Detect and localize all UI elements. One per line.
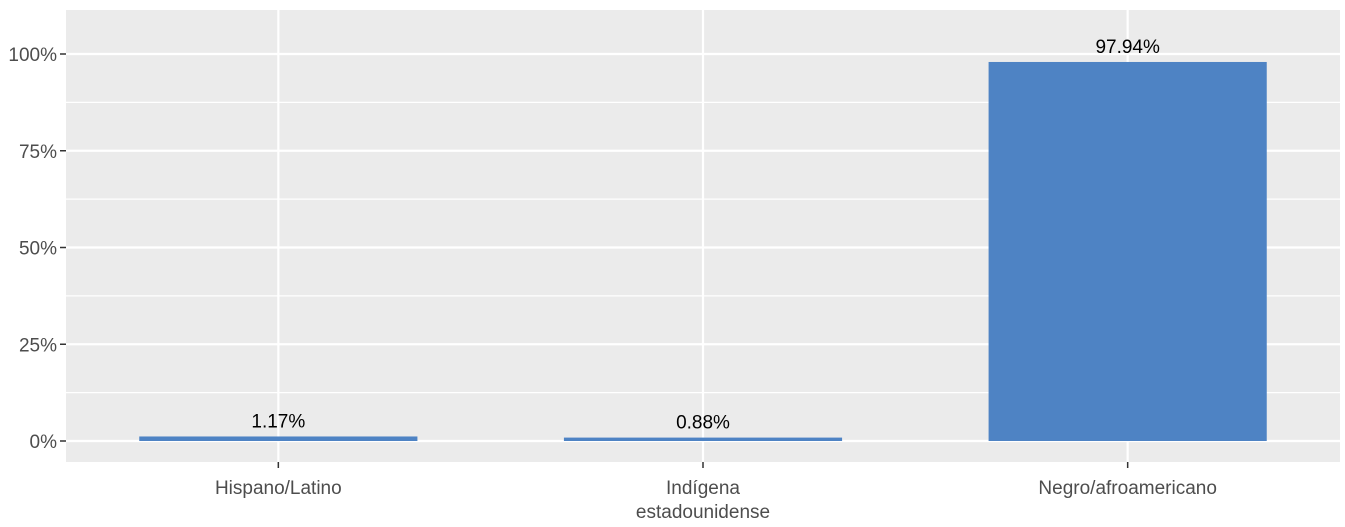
y-tick-label: 25% [19, 335, 57, 356]
y-tick-label: 100% [8, 45, 57, 66]
y-tick-label: 75% [19, 142, 57, 163]
x-tick-label-line: estadounidense [636, 502, 770, 523]
x-tick-label-line: Hispano/Latino [215, 478, 342, 499]
y-tick-label: 0% [30, 432, 58, 453]
x-tick-label: Hispano/Latino [215, 478, 342, 499]
data-label-2: 97.94% [1095, 37, 1160, 58]
data-label-1: 0.88% [676, 413, 730, 434]
x-tick-label: Negro/afroamericano [1038, 478, 1216, 499]
bar-1 [563, 437, 843, 441]
data-label-0: 1.17% [251, 411, 305, 432]
y-tick-label: 50% [19, 239, 57, 260]
x-tick-label: Indígena estadounidense [636, 478, 770, 523]
bar-0 [139, 436, 418, 441]
bar-2 [988, 61, 1267, 441]
x-tick-label-line: Negro/afroamericano [1038, 478, 1216, 499]
x-tick-label-line: Indígena [666, 478, 740, 499]
